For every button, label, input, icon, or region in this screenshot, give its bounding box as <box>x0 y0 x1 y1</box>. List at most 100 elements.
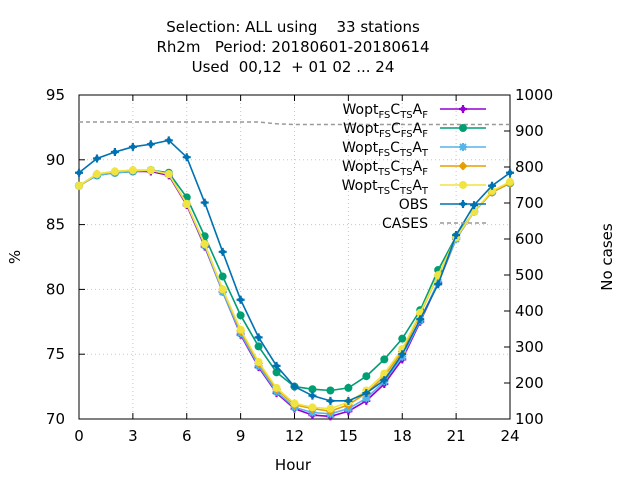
data-point-core <box>94 155 100 162</box>
legend-marker-core <box>460 201 466 207</box>
legend-item: WoptFSCFSAF <box>343 121 486 140</box>
data-point <box>308 403 317 412</box>
legend: WoptFSCTSAFWoptFSCFSAFWoptFSCTSATWoptTSC… <box>342 102 486 232</box>
series-1 <box>75 166 514 395</box>
y2-tick-label: 500 <box>515 266 544 284</box>
y2-tick-label: 900 <box>515 122 544 140</box>
series-6 <box>79 121 510 126</box>
y-tick-label: 70 <box>46 410 65 428</box>
x-axis-ticks: 0 3 6 9 12 15 18 21 24 <box>74 95 520 445</box>
legend-label: WoptTSCTSAT <box>342 178 429 197</box>
x-tick-label: 0 <box>74 427 84 445</box>
y2-axis-ticks: 100 200 300 400 500 600 700 800 900 1000 <box>504 86 553 428</box>
y2-tick-label: 200 <box>515 374 544 392</box>
legend-label: WoptFSCTSAT <box>342 140 429 159</box>
legend-item: CASES <box>382 216 486 232</box>
series-0 <box>75 167 514 421</box>
y-tick-label: 95 <box>46 86 65 104</box>
legend-marker <box>459 124 467 132</box>
data-point <box>344 383 353 392</box>
data-point <box>308 385 317 394</box>
chart-title: Selection: ALL using 33 stations Rh2m Per… <box>156 18 429 76</box>
data-point-core <box>273 363 280 369</box>
data-point-core <box>220 249 226 255</box>
y2-tick-label: 1000 <box>515 86 553 104</box>
data-point <box>272 368 281 377</box>
x-tick-label: 3 <box>128 427 138 445</box>
legend-item: WoptTSCTSAF <box>342 159 486 178</box>
legend-label: WoptFSCFSAF <box>343 121 428 140</box>
data-point <box>380 369 389 378</box>
x-tick-label: 21 <box>447 427 466 445</box>
data-point-core <box>130 144 136 150</box>
data-point-core <box>435 281 441 287</box>
data-point <box>200 240 209 249</box>
y-tick-label: 80 <box>46 280 65 298</box>
data-point <box>290 399 299 408</box>
data-point <box>218 272 227 281</box>
x-tick-label: 9 <box>236 427 246 445</box>
data-point <box>92 170 101 179</box>
data-point <box>362 394 371 403</box>
data-point-core <box>327 398 334 404</box>
title-line: Used 00,12 + 01 02 ... 24 <box>192 58 395 76</box>
data-point <box>362 372 371 381</box>
data-point <box>146 166 155 175</box>
data-point-core <box>507 170 513 176</box>
legend-item: WoptTSCTSAT <box>342 178 486 197</box>
series-layer <box>74 121 515 421</box>
data-point-core <box>184 154 190 160</box>
series-5 <box>75 136 514 405</box>
title-line: Rh2m Period: 20180601-20180614 <box>156 38 429 56</box>
x-tick-label: 18 <box>393 427 412 445</box>
y2-tick-label: 100 <box>515 410 544 428</box>
data-point-core <box>148 141 154 147</box>
data-point-core <box>255 334 262 340</box>
data-point <box>326 386 335 395</box>
data-point <box>218 285 227 294</box>
data-point-core <box>489 183 495 189</box>
y2-axis-label: No cases <box>598 223 616 291</box>
data-point <box>254 342 263 351</box>
legend-marker-core <box>460 106 466 112</box>
data-point <box>236 325 245 334</box>
x-tick-label: 6 <box>182 427 192 445</box>
legend-marker <box>458 161 468 171</box>
data-point-core <box>399 351 405 357</box>
legend-label: WoptTSCTSAF <box>342 159 428 178</box>
data-point <box>110 167 119 176</box>
data-point <box>380 355 389 364</box>
data-point <box>182 199 191 208</box>
legend-marker <box>459 181 467 189</box>
data-point <box>236 311 245 320</box>
data-point-core <box>291 384 298 390</box>
y2-tick-label: 800 <box>515 158 544 176</box>
data-point <box>398 334 407 343</box>
x-axis-label: Hour <box>275 456 312 474</box>
legend-item: WoptFSCTSAT <box>342 140 486 159</box>
y-tick-label: 85 <box>46 216 65 234</box>
data-point-core <box>345 398 351 404</box>
legend-label: WoptFSCTSAF <box>343 102 429 121</box>
data-point-core <box>363 390 369 396</box>
series-line <box>79 121 510 126</box>
x-tick-label: 15 <box>339 427 358 445</box>
x-tick-label: 12 <box>285 427 304 445</box>
data-point <box>164 170 173 179</box>
x-tick-label: 24 <box>500 427 519 445</box>
data-point <box>128 166 137 175</box>
y-axis-label: % <box>6 250 24 264</box>
data-point <box>75 181 83 190</box>
y2-tick-label: 600 <box>515 230 544 248</box>
legend-label: CASES <box>382 216 428 232</box>
data-point <box>254 357 263 366</box>
data-point <box>272 383 281 392</box>
data-point-core <box>453 232 459 238</box>
y2-tick-label: 400 <box>515 302 544 320</box>
data-point <box>506 177 514 186</box>
y-axis-ticks: 70 75 80 85 90 95 <box>46 86 85 428</box>
data-point-core <box>76 170 82 176</box>
y2-tick-label: 700 <box>515 194 544 212</box>
legend-item: WoptFSCTSAF <box>343 102 486 121</box>
